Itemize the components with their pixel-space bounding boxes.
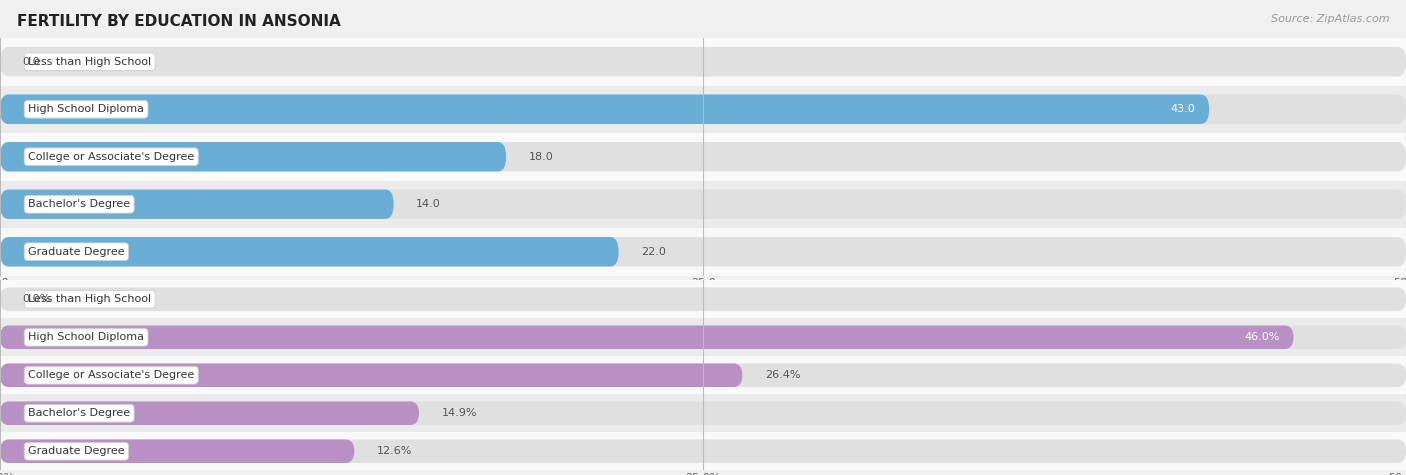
- FancyBboxPatch shape: [0, 142, 1406, 171]
- Text: 18.0: 18.0: [529, 152, 554, 162]
- FancyBboxPatch shape: [0, 133, 1406, 180]
- FancyBboxPatch shape: [0, 432, 1406, 470]
- FancyBboxPatch shape: [0, 86, 1406, 133]
- Text: Bachelor's Degree: Bachelor's Degree: [28, 408, 131, 418]
- FancyBboxPatch shape: [0, 287, 1406, 311]
- FancyBboxPatch shape: [0, 47, 1406, 76]
- Text: Graduate Degree: Graduate Degree: [28, 247, 125, 257]
- Text: 46.0%: 46.0%: [1244, 332, 1279, 342]
- Text: College or Associate's Degree: College or Associate's Degree: [28, 370, 194, 380]
- Text: Less than High School: Less than High School: [28, 294, 152, 304]
- FancyBboxPatch shape: [0, 356, 1406, 394]
- Text: High School Diploma: High School Diploma: [28, 104, 145, 114]
- FancyBboxPatch shape: [0, 38, 1406, 86]
- FancyBboxPatch shape: [0, 95, 1406, 124]
- Text: Bachelor's Degree: Bachelor's Degree: [28, 199, 131, 209]
- Text: 12.6%: 12.6%: [377, 446, 412, 456]
- FancyBboxPatch shape: [0, 439, 1406, 463]
- Text: 22.0: 22.0: [641, 247, 666, 257]
- Text: 14.0: 14.0: [416, 199, 441, 209]
- FancyBboxPatch shape: [0, 280, 1406, 318]
- Text: 14.9%: 14.9%: [441, 408, 477, 418]
- FancyBboxPatch shape: [0, 325, 1406, 349]
- Text: Less than High School: Less than High School: [28, 57, 152, 67]
- Text: 0.0%: 0.0%: [22, 294, 51, 304]
- Text: 43.0: 43.0: [1170, 104, 1195, 114]
- FancyBboxPatch shape: [0, 237, 1406, 266]
- FancyBboxPatch shape: [0, 401, 419, 425]
- FancyBboxPatch shape: [0, 394, 1406, 432]
- FancyBboxPatch shape: [0, 318, 1406, 356]
- FancyBboxPatch shape: [0, 180, 1406, 228]
- Text: FERTILITY BY EDUCATION IN ANSONIA: FERTILITY BY EDUCATION IN ANSONIA: [17, 14, 340, 29]
- FancyBboxPatch shape: [0, 142, 506, 171]
- FancyBboxPatch shape: [0, 325, 1294, 349]
- Text: 0.0: 0.0: [22, 57, 41, 67]
- Text: 26.4%: 26.4%: [765, 370, 800, 380]
- FancyBboxPatch shape: [0, 439, 354, 463]
- FancyBboxPatch shape: [0, 363, 1406, 387]
- FancyBboxPatch shape: [0, 228, 1406, 276]
- FancyBboxPatch shape: [0, 190, 1406, 219]
- FancyBboxPatch shape: [0, 190, 394, 219]
- Text: Source: ZipAtlas.com: Source: ZipAtlas.com: [1271, 14, 1389, 24]
- Text: High School Diploma: High School Diploma: [28, 332, 145, 342]
- Text: Graduate Degree: Graduate Degree: [28, 446, 125, 456]
- FancyBboxPatch shape: [0, 95, 1209, 124]
- Text: College or Associate's Degree: College or Associate's Degree: [28, 152, 194, 162]
- FancyBboxPatch shape: [0, 401, 1406, 425]
- FancyBboxPatch shape: [0, 237, 619, 266]
- FancyBboxPatch shape: [0, 363, 742, 387]
